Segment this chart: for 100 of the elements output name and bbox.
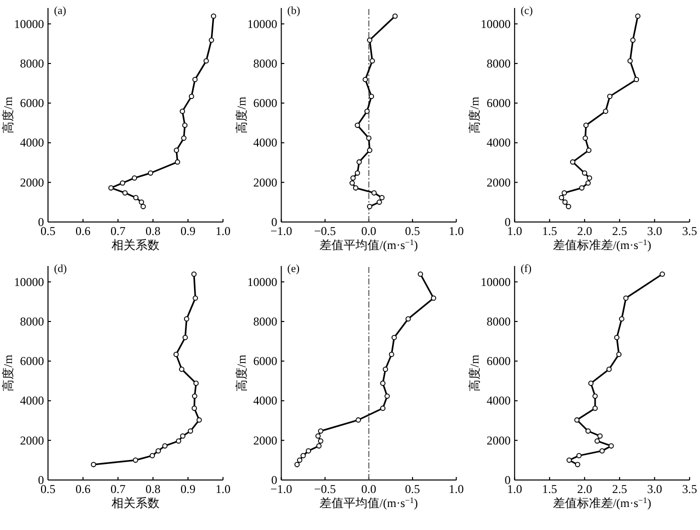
y-tick-label: 2000 (20, 433, 44, 448)
y-tick-label: 10000 (14, 16, 44, 31)
y-tick-label: 8000 (253, 56, 278, 70)
point (300, 452, 306, 458)
point (588, 380, 594, 386)
y-tick-label: 6000 (486, 96, 511, 110)
point (188, 428, 194, 434)
point (574, 462, 580, 468)
point (368, 94, 374, 100)
point (370, 58, 375, 64)
y-tick-label: 10000 (247, 274, 278, 289)
point (376, 200, 382, 205)
point (585, 180, 591, 186)
point (586, 148, 592, 153)
point (133, 194, 138, 200)
x-tick-label: 1.5 (542, 224, 558, 238)
point (162, 443, 168, 449)
point (182, 122, 188, 128)
point (583, 122, 589, 128)
point (406, 316, 411, 322)
x-axis-title: 差值标准差/(m·s$^{−1}$) (552, 238, 652, 252)
point (380, 406, 386, 411)
y-tick-label: 8000 (253, 314, 278, 328)
x-tick-label: 0.0 (361, 482, 376, 496)
y-tick-label: 2000 (486, 175, 511, 190)
y-axis-title: 高度/m (1, 354, 15, 392)
point (193, 380, 199, 386)
x-tick-label: 2.5 (612, 482, 628, 496)
point (306, 448, 312, 454)
point (627, 58, 633, 64)
y-axis-title: 高度/m (468, 96, 482, 134)
point (582, 170, 588, 176)
point (660, 271, 665, 277)
point (599, 448, 605, 454)
point (181, 136, 186, 141)
point (132, 458, 138, 463)
x-tick-label: 0.5 (405, 224, 420, 238)
y-tick-label: 4000 (253, 394, 278, 408)
point (430, 295, 436, 301)
x-tick-label: 3.5 (682, 482, 698, 496)
chart-title: (e) (287, 263, 300, 275)
x-tick-label: 1.5 (542, 482, 558, 496)
y-tick-label: 6000 (253, 354, 278, 368)
x-tick-label: 0.8 (146, 482, 160, 496)
y-tick-label: 2000 (253, 433, 278, 448)
point (354, 170, 360, 176)
point (418, 271, 424, 277)
point (558, 194, 564, 200)
y-tick-label: 2000 (486, 433, 511, 448)
x-tick-label: 0.5 (405, 482, 420, 496)
point (318, 428, 324, 434)
point (576, 452, 582, 458)
x-tick-label: 0.7 (110, 224, 126, 238)
point (316, 443, 322, 449)
point (606, 366, 612, 372)
x-tick-label: 1.0 (448, 224, 464, 238)
chart-title: (d) (54, 263, 68, 275)
point (132, 175, 138, 181)
point (597, 433, 603, 439)
point (156, 448, 161, 454)
chart-title: (a) (54, 5, 67, 17)
point (120, 180, 126, 186)
point (616, 352, 622, 358)
point (353, 185, 358, 191)
y-tick-label: 10000 (14, 274, 44, 289)
x-axis-title: 相关系数 (112, 496, 160, 510)
x-tick-label: 1.0 (216, 482, 230, 496)
chart-title: (f) (520, 263, 532, 275)
point (366, 136, 372, 141)
point (180, 433, 186, 439)
y-tick-label: 6000 (253, 96, 278, 110)
y-tick-label: 6000 (20, 354, 44, 368)
y-axis-title: 高度/m (234, 354, 248, 392)
point (188, 94, 194, 100)
y-axis-title: 高度/m (234, 96, 248, 134)
point (382, 366, 388, 372)
point (297, 458, 302, 463)
point (392, 13, 398, 19)
point (364, 108, 370, 114)
point (148, 170, 154, 176)
point (579, 185, 584, 191)
point (570, 159, 576, 165)
point (562, 200, 568, 205)
point (122, 190, 128, 196)
y-tick-label: 4000 (20, 394, 44, 408)
point (574, 417, 580, 423)
point (619, 316, 624, 322)
point (294, 462, 300, 468)
point (585, 428, 591, 434)
x-axis-title: 差值标准差/(m·s$^{−1}$) (552, 496, 652, 510)
y-tick-label: 8000 (20, 56, 44, 70)
x-tick-label: 0.0 (361, 224, 376, 238)
point (634, 76, 640, 82)
y-tick-label: 0 (271, 215, 278, 229)
point (184, 316, 190, 322)
point (174, 148, 180, 153)
y-tick-label: 4000 (486, 394, 511, 408)
point (315, 433, 321, 439)
point (592, 406, 598, 411)
y-axis-title: 高度/m (468, 354, 482, 392)
